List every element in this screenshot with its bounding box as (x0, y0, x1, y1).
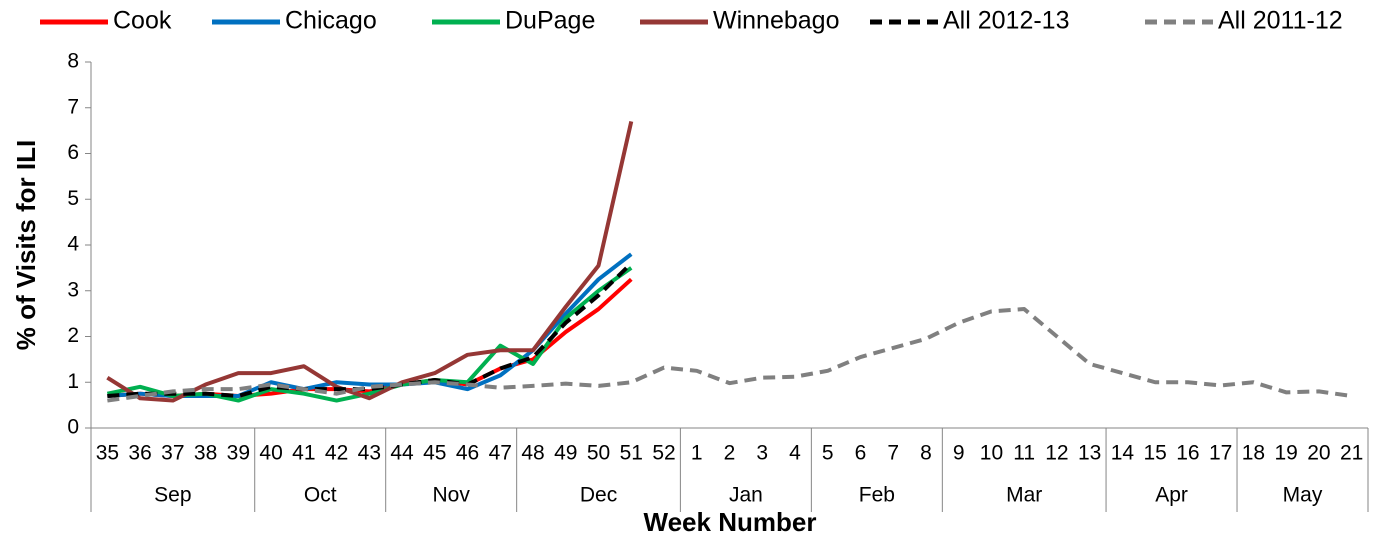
x-tick-label: 13 (1078, 442, 1101, 465)
x-tick-label: 21 (1340, 442, 1363, 465)
x-tick-label: 41 (292, 442, 315, 465)
x-tick-label: 19 (1274, 442, 1297, 465)
y-tick-label: 2 (67, 324, 79, 347)
legend-label: DuPage (505, 7, 595, 35)
x-tick-label: 52 (652, 442, 675, 465)
month-label: Apr (1155, 484, 1188, 507)
y-tick-label: 6 (67, 141, 79, 164)
x-tick-label: 46 (456, 442, 479, 465)
month-label: Nov (432, 484, 470, 507)
x-tick-label: 18 (1242, 442, 1265, 465)
month-label: May (1283, 484, 1323, 507)
x-tick-label: 12 (1045, 442, 1068, 465)
x-tick-label: 14 (1111, 442, 1135, 465)
x-tick-label: 1 (691, 442, 703, 465)
x-tick-label: 42 (325, 442, 348, 465)
series-line (107, 261, 633, 398)
month-label: Jan (729, 484, 763, 507)
x-tick-label: 4 (789, 442, 801, 465)
series-line (107, 307, 1352, 403)
x-tick-label: 35 (96, 442, 119, 465)
x-tick-label: 51 (620, 442, 643, 465)
x-tick-label: 48 (521, 442, 544, 465)
x-tick-label: 11 (1013, 442, 1035, 465)
x-tick-label: 17 (1209, 442, 1232, 465)
y-tick-label: 5 (67, 187, 79, 210)
month-label: Dec (580, 484, 617, 507)
x-tick-label: 8 (920, 442, 932, 465)
x-tick-label: 40 (259, 442, 282, 465)
x-tick-label: 9 (953, 442, 965, 465)
x-tick-label: 2 (724, 442, 736, 465)
legend-label: All 2011-12 (1218, 7, 1343, 35)
y-tick-label: 8 (67, 50, 79, 73)
x-tick-label: 10 (980, 442, 1003, 465)
x-tick-label: 16 (1176, 442, 1199, 465)
legend-label: Winnebago (713, 7, 839, 35)
x-tick-label: 20 (1307, 442, 1330, 465)
x-tick-label: 3 (756, 442, 768, 465)
y-tick-label: 1 (67, 370, 79, 393)
y-tick-label: 3 (67, 278, 79, 301)
x-tick-label: 50 (587, 442, 610, 465)
month-label: Feb (859, 484, 895, 507)
x-tick-label: 36 (128, 442, 151, 465)
month-label: Oct (304, 484, 337, 507)
y-tick-label: 7 (67, 95, 79, 118)
legend-label: Chicago (285, 7, 377, 35)
x-tick-label: 49 (554, 442, 577, 465)
x-tick-label: 15 (1143, 442, 1166, 465)
x-tick-label: 37 (161, 442, 184, 465)
x-tick-label: 39 (227, 442, 250, 465)
legend-label: Cook (113, 7, 172, 35)
series-line (106, 121, 634, 403)
x-tick-label: 43 (358, 442, 381, 465)
x-tick-label: 45 (423, 442, 446, 465)
x-axis-title: Week Number (644, 507, 817, 537)
month-label: Sep (154, 484, 191, 507)
legend-label: All 2012-13 (943, 7, 1069, 35)
x-tick-label: 6 (855, 442, 867, 465)
x-tick-label: 38 (194, 442, 217, 465)
x-tick-label: 44 (390, 442, 414, 465)
y-tick-label: 4 (67, 233, 79, 256)
x-tick-label: 5 (822, 442, 834, 465)
y-tick-label: 0 (67, 416, 79, 439)
x-tick-label: 47 (489, 442, 512, 465)
y-axis-title: % of Visits for ILI (11, 140, 41, 350)
x-tick-label: 7 (887, 442, 899, 465)
month-label: Mar (1006, 484, 1042, 507)
